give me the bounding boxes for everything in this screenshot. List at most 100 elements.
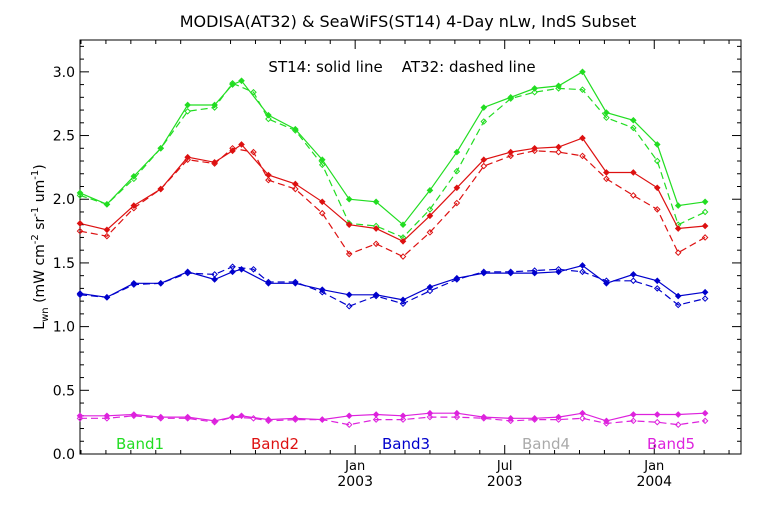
data-point: [265, 417, 272, 425]
data-point: [292, 185, 299, 193]
data-point: [157, 185, 165, 193]
data-point: [318, 198, 326, 206]
data-point: [579, 152, 586, 160]
data-point: [701, 198, 709, 206]
data-point: [426, 413, 434, 421]
data-point: [292, 416, 299, 423]
data-point: [507, 95, 515, 102]
data-point: [653, 206, 661, 213]
data-point: [345, 302, 353, 310]
data-point: [238, 412, 245, 420]
series-line: [79, 137, 706, 243]
data-point: [531, 147, 538, 155]
data-point: [531, 416, 538, 423]
data-point: [507, 152, 515, 160]
data-point: [674, 249, 682, 257]
series-band2-st14: [76, 134, 709, 245]
data-point: [480, 268, 488, 276]
data-point: [531, 415, 538, 422]
data-point: [318, 209, 326, 217]
data-point: [653, 157, 661, 165]
data-point: [555, 148, 562, 156]
data-point: [653, 418, 661, 426]
data-point: [345, 291, 353, 299]
data-point: [674, 292, 682, 300]
data-point: [674, 225, 682, 232]
data-point: [399, 237, 407, 245]
data-point: [130, 411, 138, 418]
y-tick-label: 2.0: [53, 192, 75, 208]
data-point: [453, 199, 461, 207]
data-point: [531, 267, 538, 274]
data-point: [555, 416, 562, 423]
data-point: [603, 169, 610, 176]
data-point: [674, 411, 682, 418]
data-point: [157, 279, 165, 287]
data-point: [76, 220, 84, 227]
data-point: [292, 125, 299, 133]
y-tick-label: 0.5: [53, 383, 75, 399]
data-point: [603, 420, 610, 427]
data-point: [480, 162, 488, 170]
data-point: [579, 68, 586, 76]
data-point: [318, 161, 326, 169]
data-point: [130, 204, 138, 212]
svg-text:Lwn (mW cm-2 sr-1 um-1): Lwn (mW cm-2 sr-1 um-1): [30, 164, 51, 329]
data-point: [480, 156, 488, 164]
data-point: [653, 277, 661, 285]
series-band3-st14: [76, 262, 709, 304]
data-point: [292, 415, 299, 422]
data-point: [238, 77, 245, 85]
data-point: [229, 413, 236, 421]
data-point: [184, 156, 191, 164]
data-point: [480, 118, 488, 125]
data-point: [157, 144, 165, 152]
legend-item-band4: Band4: [522, 435, 570, 453]
axes-layer: 0.00.51.01.52.02.53.0Jan2003Jul2003Jan20…: [53, 40, 741, 490]
plot-frame: [79, 39, 742, 455]
data-point: [372, 225, 380, 232]
data-point: [250, 148, 257, 156]
data-point: [76, 291, 84, 299]
series-line: [80, 415, 706, 426]
series-line: [79, 266, 706, 307]
data-point: [603, 175, 610, 183]
chart-title: MODISA(AT32) & SeaWiFS(ST14) 4-Day nLw, …: [180, 12, 637, 31]
data-point: [603, 277, 610, 285]
data-point: [630, 411, 637, 418]
data-point: [426, 187, 434, 194]
data-point: [531, 85, 538, 92]
data-point: [103, 201, 111, 208]
data-point: [184, 108, 191, 115]
data-point: [653, 411, 661, 418]
data-point: [76, 415, 84, 422]
data-point: [674, 301, 682, 309]
data-point: [229, 268, 236, 276]
data-point: [103, 294, 111, 301]
y-tick-label: 1.0: [53, 320, 75, 336]
x-tick-year: 2003: [337, 474, 373, 490]
data-point: [701, 288, 709, 296]
data-point: [453, 413, 461, 421]
data-point: [399, 253, 407, 260]
data-point: [292, 278, 299, 286]
x-tick-month: Jan: [643, 459, 664, 474]
data-point: [372, 198, 380, 206]
y-tick-label: 3.0: [53, 65, 75, 81]
data-point: [103, 232, 111, 240]
data-point: [701, 417, 709, 425]
data-point: [250, 88, 257, 96]
data-point: [130, 175, 138, 183]
data-point: [399, 300, 407, 307]
data-point: [579, 262, 586, 269]
series-band2-at32: [76, 144, 709, 260]
data-point: [507, 417, 515, 425]
data-point: [701, 234, 709, 241]
data-point: [372, 416, 380, 423]
data-point: [372, 292, 380, 300]
series-line: [79, 82, 706, 239]
data-point: [579, 86, 586, 93]
data-point: [426, 409, 434, 417]
data-point: [211, 418, 218, 426]
